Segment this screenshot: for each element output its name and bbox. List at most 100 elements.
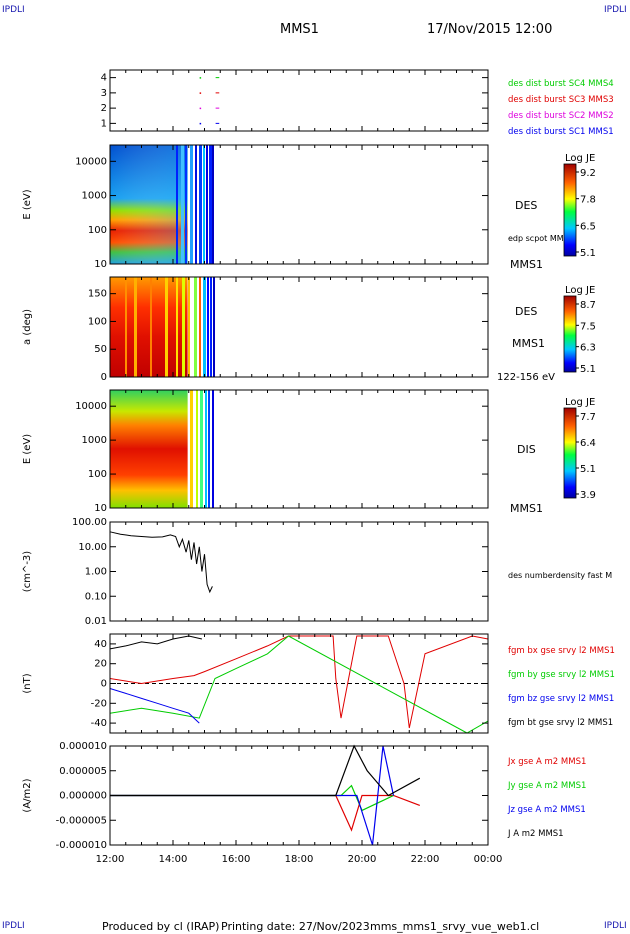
panel-frame bbox=[109, 521, 489, 622]
energy-range-label: 122-156 eV bbox=[497, 372, 555, 383]
spectrogram-stripe bbox=[176, 145, 178, 264]
footer-file: mms_mms1_srvy_vue_web1.cl bbox=[370, 920, 540, 933]
colorbar bbox=[563, 295, 577, 373]
spectrogram-stripe bbox=[150, 277, 152, 377]
spectrogram-stripe bbox=[185, 145, 187, 264]
legend-entry: des dist burst SC4 MMS4 bbox=[508, 79, 614, 89]
corner-mark-top-left: IPDLI bbox=[2, 5, 25, 15]
x-tick-label: 14:00 bbox=[159, 854, 188, 865]
y-tick-label: -40 bbox=[91, 718, 107, 729]
spacecraft-label: MMS1 bbox=[510, 258, 543, 271]
spectrogram-stripe bbox=[212, 145, 214, 264]
corner-mark-top-right: IPDLI bbox=[604, 5, 627, 15]
y-tick-label: 100 bbox=[88, 316, 107, 327]
legend-entry: des numberdensity fast M bbox=[508, 571, 612, 580]
y-tick-label: 0.10 bbox=[85, 591, 107, 602]
legend-entry: fgm bx gse srvy l2 MMS1 bbox=[508, 646, 615, 656]
spectrogram-stripe bbox=[203, 277, 206, 377]
panel-frame bbox=[109, 69, 489, 132]
colorbar-title: Log JE bbox=[565, 285, 595, 296]
colorbar bbox=[563, 163, 577, 257]
legend-entry: des dist burst SC2 MMS2 bbox=[508, 111, 614, 121]
y-axis-label: (nT) bbox=[22, 673, 33, 693]
y-tick-label: 100 bbox=[88, 225, 107, 236]
y-tick-label: 0 bbox=[101, 679, 107, 690]
spectrogram-des-pitch bbox=[110, 277, 188, 377]
corner-mark-bottom-right: IPDLI bbox=[604, 921, 627, 931]
legend-entry: Jx gse A m2 MMS1 bbox=[507, 757, 586, 767]
y-tick-label: 50 bbox=[94, 344, 107, 355]
x-tick-label: 20:00 bbox=[348, 854, 377, 865]
y-tick-label: 0.000010 bbox=[59, 741, 107, 752]
y-tick-label: 1.00 bbox=[85, 567, 107, 578]
burst-point bbox=[199, 122, 202, 125]
x-tick-label: 16:00 bbox=[222, 854, 251, 865]
y-tick-label: 10 bbox=[94, 503, 107, 514]
legend-entry: fgm bt gse srvy l2 MMS1 bbox=[508, 718, 613, 728]
legend-entry: Jz gse A m2 MMS1 bbox=[507, 805, 586, 815]
y-tick-label: 1000 bbox=[82, 435, 107, 446]
y-tick-label: 0.01 bbox=[85, 616, 107, 627]
corner-mark-bottom-left: IPDLI bbox=[2, 921, 25, 931]
instrument-label: DES bbox=[515, 305, 537, 318]
legend-entry: fgm by gse srvy l2 MMS1 bbox=[508, 670, 615, 680]
density-line bbox=[109, 531, 213, 594]
y-axis-label: (A/m2) bbox=[22, 778, 33, 812]
spectrogram-stripe bbox=[182, 277, 185, 377]
field-line bbox=[109, 635, 489, 729]
spectrogram-stripe bbox=[188, 277, 190, 377]
spectrogram-stripe bbox=[203, 145, 205, 264]
y-tick-label: -0.000010 bbox=[56, 840, 107, 851]
colorbar-tick-label: 7.7 bbox=[580, 412, 596, 423]
colorbar-tick-label: 9.2 bbox=[580, 168, 596, 179]
y-tick-label: 20 bbox=[94, 659, 107, 670]
y-tick-label: 1 bbox=[101, 118, 107, 129]
spectrogram-stripe bbox=[209, 145, 212, 264]
spectrogram-dis-energy bbox=[110, 390, 188, 508]
burst-point bbox=[199, 107, 202, 110]
side-label: edp scpot MMS1 bbox=[508, 234, 574, 243]
y-tick-label: -0.000005 bbox=[56, 815, 107, 826]
y-tick-label: 0 bbox=[101, 372, 107, 383]
spectrogram-overlay bbox=[110, 145, 188, 264]
spacecraft-label: MMS1 bbox=[510, 502, 543, 515]
footer-printing-date: Printing date: 27/Nov/2023 bbox=[221, 920, 370, 933]
spectrogram-stripe bbox=[190, 390, 193, 508]
colorbar-tick-label: 6.4 bbox=[580, 438, 596, 449]
legend-entry: des dist burst SC3 MMS3 bbox=[508, 95, 614, 105]
legend-entry: fgm bz gse srvy l2 MMS1 bbox=[508, 694, 614, 704]
spectrogram-stripe bbox=[125, 277, 127, 377]
colorbar-tick-label: 8.7 bbox=[580, 300, 596, 311]
y-tick-label: 0.000005 bbox=[59, 766, 107, 777]
spectrogram-stripe bbox=[190, 145, 193, 264]
field-line bbox=[109, 635, 203, 650]
spacecraft-title: MMS1 bbox=[280, 22, 319, 37]
y-axis-label: E (eV) bbox=[22, 434, 33, 464]
spectrogram-stripe bbox=[200, 390, 203, 508]
spectrogram-stripe bbox=[181, 145, 184, 264]
spectrogram-stripe bbox=[165, 277, 168, 377]
colorbar-tick-label: 6.3 bbox=[580, 343, 596, 354]
colorbar-tick-label: 7.5 bbox=[580, 321, 596, 332]
spectrogram-stripe bbox=[199, 145, 202, 264]
y-tick-label: 0.000000 bbox=[59, 791, 107, 802]
current-line bbox=[110, 784, 394, 812]
y-tick-label: -20 bbox=[91, 698, 107, 709]
y-axis-label: (cm^-3) bbox=[22, 551, 33, 592]
field-line bbox=[109, 635, 489, 734]
datetime-title: 17/Nov/2015 12:00 bbox=[427, 22, 553, 37]
colorbar-tick-label: 3.9 bbox=[580, 490, 596, 501]
legend-entry: des dist burst SC1 MMS1 bbox=[508, 127, 614, 137]
colorbar bbox=[563, 407, 577, 499]
spectrogram-stripe bbox=[205, 390, 207, 508]
spectrogram-stripe bbox=[210, 277, 212, 377]
colorbar-title: Log JE bbox=[565, 153, 595, 164]
spectrogram-stripe bbox=[206, 145, 208, 264]
y-tick-label: 100.00 bbox=[72, 517, 107, 528]
spectrogram-stripe bbox=[199, 277, 201, 377]
instrument-label: DES bbox=[515, 199, 537, 212]
colorbar-tick-label: 7.8 bbox=[580, 195, 596, 206]
y-tick-label: 3 bbox=[101, 88, 107, 99]
